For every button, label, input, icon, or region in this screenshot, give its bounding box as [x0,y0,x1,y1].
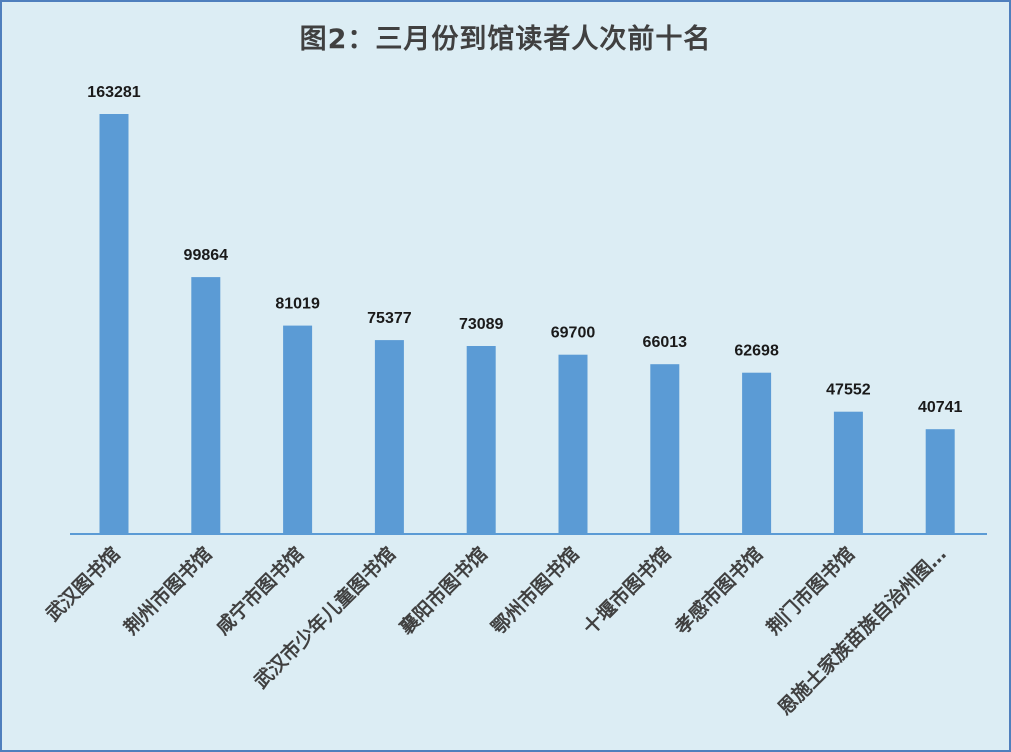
data-label: 99864 [184,247,229,264]
data-label: 81019 [275,296,320,313]
x-tick-label: 荆州市图书馆 [119,542,216,639]
x-tick-label: 恩施土家族苗族自治州图… [773,542,950,719]
data-label: 75377 [367,310,412,327]
bar [742,372,772,534]
bar [191,277,221,534]
bar [283,325,313,534]
x-tick-label: 武汉图书馆 [41,542,124,625]
x-tick-label: 鄂州市图书馆 [487,542,584,639]
data-label: 73089 [459,316,504,333]
bar [466,346,496,534]
data-label: 40741 [918,399,963,416]
x-tick-label: 十堰市图书馆 [578,542,675,639]
bar [925,429,955,534]
data-label: 163281 [87,84,140,101]
chart-title: 图2：三月份到馆读者人次前十名 [299,24,712,55]
data-label: 62698 [734,343,779,360]
x-tick-label: 孝感市图书馆 [670,542,767,639]
bar [99,114,129,534]
bar [374,340,404,534]
x-tick-label: 咸宁市图书馆 [211,542,308,639]
x-tick-label: 荆门市图书馆 [762,542,859,639]
bar [833,411,863,534]
bar [558,354,588,534]
data-label: 69700 [551,325,596,342]
data-label: 47552 [826,382,871,399]
bar [650,364,680,534]
x-tick-label: 襄阳市图书馆 [394,542,492,640]
data-label: 66013 [643,334,688,351]
